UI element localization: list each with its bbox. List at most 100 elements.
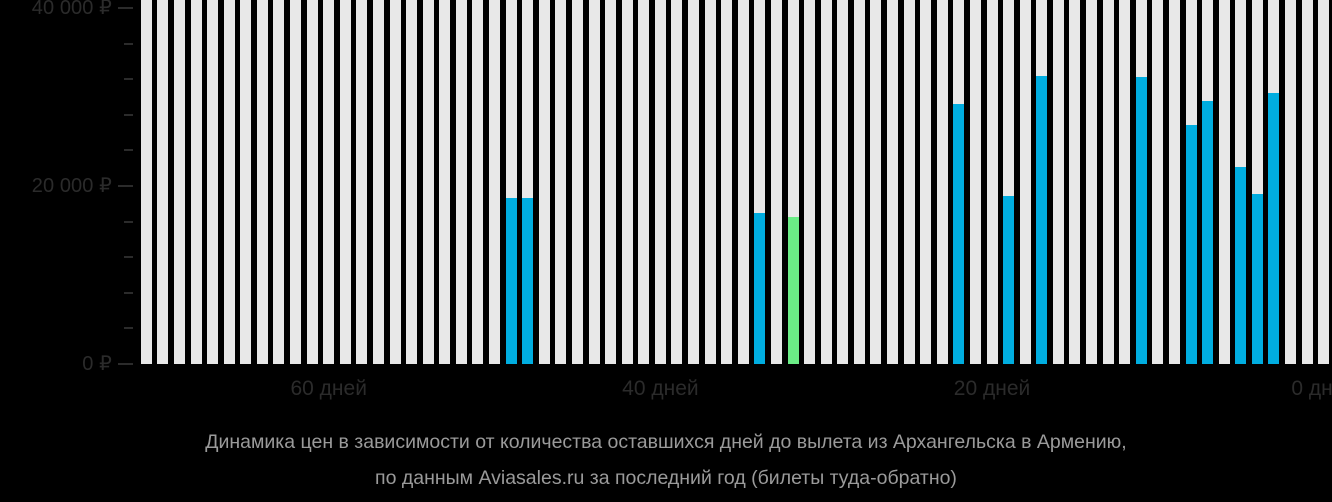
chart-column-background [1218,0,1230,364]
chart-column-background [887,0,899,364]
chart-column-background [621,0,633,364]
chart-column-background [638,0,650,364]
x-axis-tick-label: 60 дней [290,377,367,400]
chart-column-background [1102,0,1114,364]
y-axis-tick-mark [124,327,133,330]
chart-column-background [1251,0,1263,364]
chart-column-background [356,0,368,364]
x-axis-tick-label: 0 дней [1291,377,1332,400]
chart-column-background [1086,0,1098,364]
chart-column-background [571,0,583,364]
y-axis-tick-mark [124,113,133,116]
chart-column-background [754,0,766,364]
chart-column-background [389,0,401,364]
y-axis-tick-mark [124,78,133,81]
chart-column-background [522,0,534,364]
chart-column-background [455,0,467,364]
chart-column-background [157,0,169,364]
chart-caption: Динамика цен в зависимости от количества… [0,424,1332,496]
chart-bar[interactable] [953,104,965,364]
chart-bar[interactable] [522,197,534,364]
y-axis-tick-label: 0 ₽ [82,353,112,375]
plot-area [138,0,1332,364]
chart-column-background [1003,0,1015,364]
chart-column-background [422,0,434,364]
y-axis-tick-mark [118,363,133,365]
chart-column-background [538,0,550,364]
chart-column-background [721,0,733,364]
caption-line-1: Динамика цен в зависимости от количества… [205,431,1127,453]
chart-column-background [439,0,451,364]
y-axis-tick-mark [124,291,133,294]
chart-column-background [903,0,915,364]
chart-column-background [1168,0,1180,364]
chart-column-background [1152,0,1164,364]
chart-column-background [207,0,219,364]
chart-column-background [1318,0,1330,364]
y-axis-tick-mark [124,149,133,152]
chart-column-background [588,0,600,364]
chart-column-background [820,0,832,364]
y-axis-tick-label: 40 000 ₽ [31,0,112,19]
chart-column-background [870,0,882,364]
chart-column-background [1301,0,1313,364]
chart-column-background [472,0,484,364]
chart-column-background [190,0,202,364]
chart-bar[interactable] [1251,194,1263,364]
y-axis-tick-mark [124,220,133,223]
caption-line-2: по данным Aviasales.ru за последний год … [375,467,957,489]
chart-column-background [273,0,285,364]
chart-column-background [505,0,517,364]
chart-column-background [140,0,152,364]
chart-bar[interactable] [754,212,766,364]
chart-column-background [1069,0,1081,364]
chart-column-background [372,0,384,364]
x-axis-tick-label: 20 дней [953,377,1031,400]
chart-column-background [654,0,666,364]
chart-column-background [787,0,799,364]
chart-column-background [688,0,700,364]
x-axis-tick-label: 40 дней [622,377,699,400]
x-axis: 60 дней 40 дней 20 дней 0 дней [138,372,1332,412]
chart-column-background [936,0,948,364]
chart-bar[interactable] [1235,167,1247,364]
chart-column-background [920,0,932,364]
chart-bar[interactable] [1036,75,1048,364]
chart-column-background [1019,0,1031,364]
chart-column-background [986,0,998,364]
chart-column-background [837,0,849,364]
chart-column-background [737,0,749,364]
chart-column-background [804,0,816,364]
chart-column-background [339,0,351,364]
chart-column-background [770,0,782,364]
chart-column-background [853,0,865,364]
chart-bar[interactable] [1268,92,1280,364]
chart-column-background [969,0,981,364]
chart-bar[interactable] [1185,124,1197,364]
chart-column-background [290,0,302,364]
chart-column-background [555,0,567,364]
y-axis-tick-mark [124,42,133,45]
chart-column-background [256,0,268,364]
y-axis-tick-mark [118,185,133,187]
y-axis-tick-mark [124,256,133,259]
chart-bar[interactable] [1202,100,1214,364]
chart-column-background [173,0,185,364]
chart-column-background [240,0,252,364]
chart-column-background [406,0,418,364]
chart-bar-cheapest[interactable] [787,217,799,364]
chart-column-background [1052,0,1064,364]
chart-bar[interactable] [505,197,517,364]
chart-bar[interactable] [1135,77,1147,364]
y-axis: 40 000 ₽ 20 000 ₽ 0 ₽ [0,0,138,380]
chart-column-background [605,0,617,364]
chart-column-background [671,0,683,364]
chart-column-background [1285,0,1297,364]
chart-column-background [1119,0,1131,364]
chart-column-background [489,0,501,364]
chart-bar[interactable] [1003,195,1015,364]
chart-column-background [323,0,335,364]
y-axis-tick-label: 20 000 ₽ [31,175,112,197]
chart-column-background [306,0,318,364]
